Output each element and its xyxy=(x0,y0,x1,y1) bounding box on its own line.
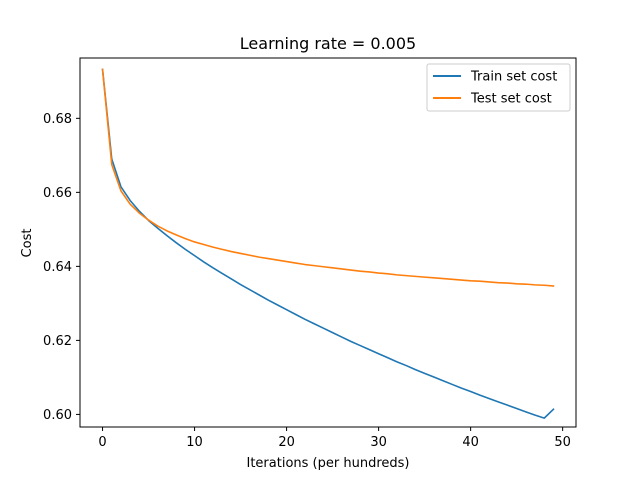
y-axis-ticks: 0.60 0.62 0.64 0.66 0.68 xyxy=(43,112,80,423)
legend-label-test: Test set cost xyxy=(470,92,552,107)
series-layer xyxy=(101,68,555,419)
x-tick-label: 0 xyxy=(98,435,106,450)
x-tick-label: 10 xyxy=(186,435,203,450)
y-tick-label: 0.68 xyxy=(43,112,72,127)
legend: Train set cost Test set cost xyxy=(426,63,571,112)
x-axis-ticks: 0 10 20 30 40 50 xyxy=(98,427,571,450)
series-line-train xyxy=(101,68,555,419)
plot-area-frame xyxy=(79,57,577,428)
y-tick-label: 0.66 xyxy=(43,186,72,201)
y-axis-label: Cost xyxy=(20,229,35,258)
y-tick-label: 0.62 xyxy=(43,334,72,349)
chart-title: Learning rate = 0.005 xyxy=(240,34,416,53)
y-tick-label: 0.64 xyxy=(43,260,72,275)
x-tick-label: 30 xyxy=(370,435,387,450)
legend-label-train: Train set cost xyxy=(470,70,557,85)
x-tick-label: 40 xyxy=(462,435,479,450)
x-tick-label: 50 xyxy=(554,435,571,450)
x-tick-label: 20 xyxy=(278,435,295,450)
legend-box xyxy=(426,63,571,112)
y-tick-label: 0.60 xyxy=(43,408,72,423)
series-line-test xyxy=(101,68,555,287)
x-axis-label: Iterations (per hundreds) xyxy=(247,456,410,471)
